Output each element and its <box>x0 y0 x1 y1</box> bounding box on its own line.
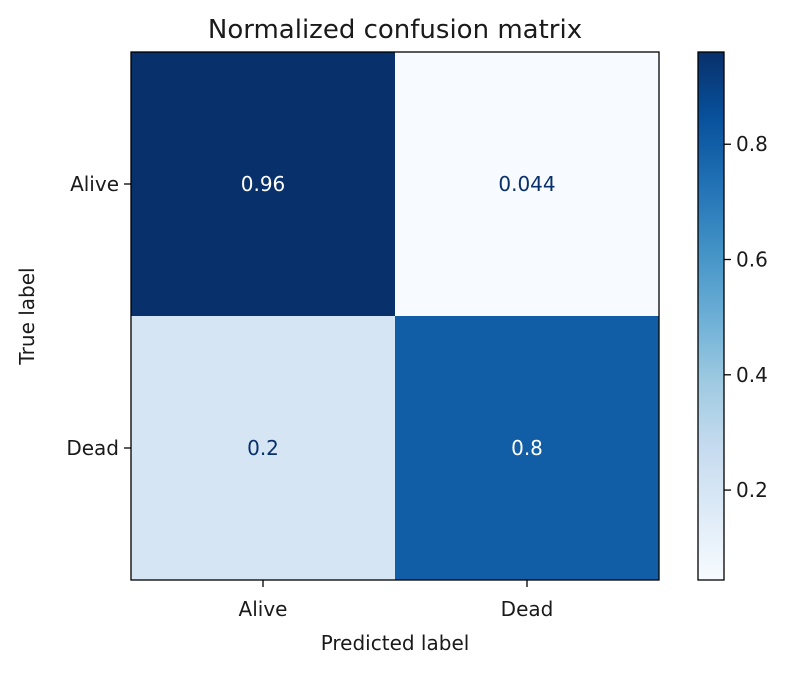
heatmap-cell-dead-alive <box>131 316 395 580</box>
colorbar-tick-label: 0.2 <box>736 478 768 502</box>
cell-value-label: 0.044 <box>498 172 555 196</box>
colorbar-tick-label: 0.8 <box>736 132 768 156</box>
colorbar <box>697 51 725 581</box>
cell-value-label: 0.8 <box>511 436 543 460</box>
colorbar-tick-label: 0.4 <box>736 363 768 387</box>
y-tick-label: Alive <box>70 172 119 196</box>
y-tick-label: Dead <box>66 436 119 460</box>
heatmap-cell-alive-dead <box>395 52 659 316</box>
chart-title: Normalized confusion matrix <box>208 15 582 45</box>
heatmap-cell-dead-dead <box>395 316 659 580</box>
plot-frame <box>130 51 660 581</box>
heatmap-cell-labels: 0.96 0.044 0.2 0.8 <box>241 172 556 460</box>
cell-value-label: 0.2 <box>247 436 279 460</box>
cell-value-label: 0.96 <box>241 172 286 196</box>
x-axis-ticks: Alive Dead <box>239 580 554 621</box>
colorbar-ticks: 0.2 0.4 0.6 0.8 <box>724 132 768 502</box>
x-tick-label: Alive <box>239 597 288 621</box>
y-axis-ticks: Alive Dead <box>66 172 131 460</box>
x-tick-label: Dead <box>501 597 554 621</box>
x-axis-label: Predicted label <box>321 631 470 655</box>
heatmap-cell-alive-alive <box>131 52 395 316</box>
y-axis-label: True label <box>15 267 39 365</box>
colorbar-tick-label: 0.6 <box>736 248 768 272</box>
heatmap-cells <box>131 52 659 580</box>
